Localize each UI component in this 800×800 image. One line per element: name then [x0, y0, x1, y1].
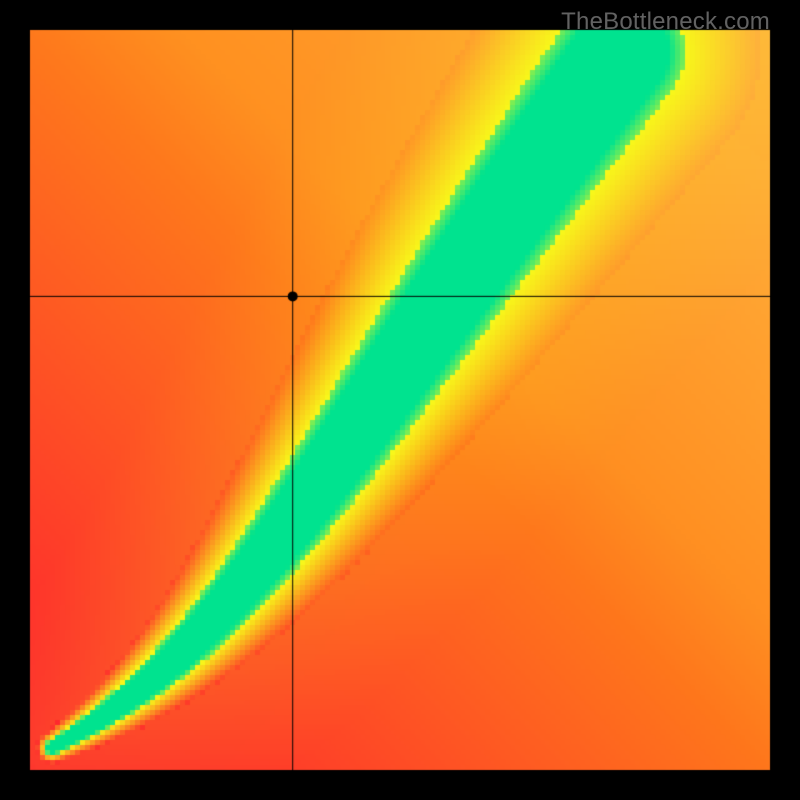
watermark-text: TheBottleneck.com [561, 8, 770, 36]
chart-container: TheBottleneck.com [0, 0, 800, 800]
heatmap-canvas [0, 0, 800, 800]
